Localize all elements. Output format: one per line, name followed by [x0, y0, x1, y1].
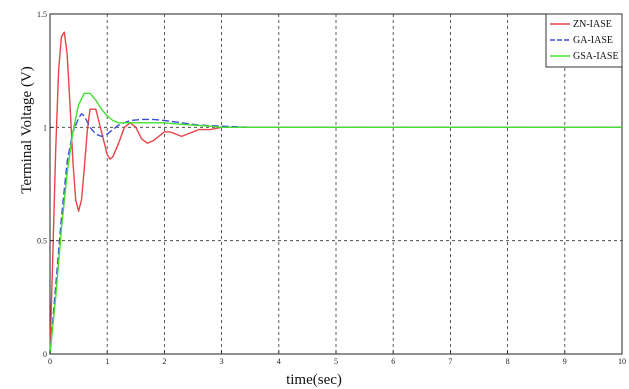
x-axis-label: time(sec)	[286, 372, 342, 388]
y-tick-label: 0	[43, 350, 47, 359]
y-tick-label: 0.5	[37, 237, 47, 246]
legend-label-gsa-iase: GSA-IASE	[573, 51, 619, 62]
series-layer	[49, 31, 622, 355]
legend-label-ga-iase: GA-IASE	[573, 35, 613, 46]
x-tick-label: 7	[448, 357, 452, 366]
y-tick-label: 1.5	[37, 10, 47, 19]
x-tick-label: 3	[220, 357, 224, 366]
x-tick-label: 5	[334, 357, 338, 366]
legend: ZN-IASE GA-IASE GSA-IASE	[545, 13, 623, 68]
x-tick-label: 9	[563, 357, 567, 366]
x-tick-label: 2	[162, 357, 166, 366]
legend-label-zn-iase: ZN-IASE	[573, 19, 612, 30]
y-tick-label: 1	[43, 123, 47, 132]
x-tick-label: 10	[618, 357, 626, 366]
x-tick-label: 4	[277, 357, 281, 366]
x-tick-label: 0	[48, 357, 52, 366]
series-line-gsa-iase	[49, 92, 622, 355]
x-tick-labels: 0 1 2 3 4 5 6 7 8 9 10	[48, 350, 626, 366]
y-axis-label: Terminal Voltage (V)	[19, 66, 35, 194]
x-tick-label: 8	[506, 357, 510, 366]
x-tick-label: 1	[105, 357, 109, 366]
x-tick-label: 6	[391, 357, 395, 366]
y-tick-labels: 0 0.5 1 1.5	[37, 10, 54, 359]
